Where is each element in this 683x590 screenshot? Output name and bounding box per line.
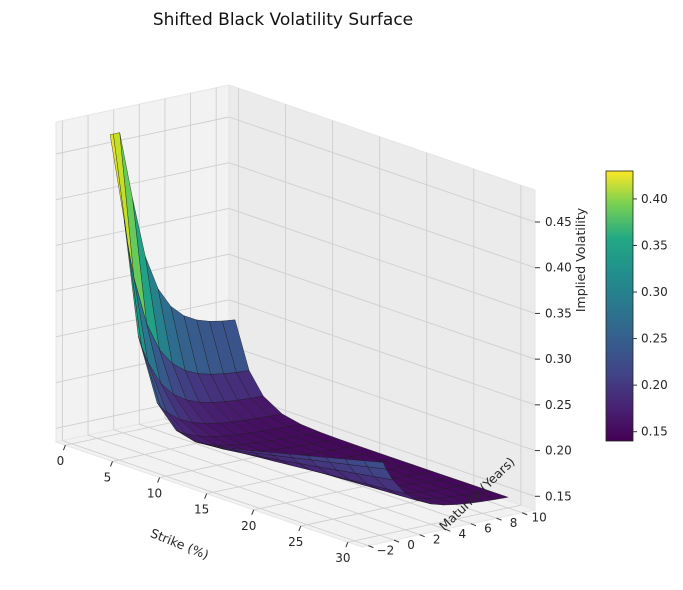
x-tick-mark (204, 493, 208, 499)
axis-ticks: 0 5 10 15 20 25 30 −2 0 2 4 6 8 10 0.15 0.20 0.25 0.30 0.3… (57, 215, 572, 565)
colorbar-tick-label: 0.15 (641, 425, 668, 439)
grid-z-back (228, 299, 536, 406)
x-tick-mark (110, 461, 113, 467)
y-tick-mark (445, 528, 451, 532)
grid-y-floor (62, 440, 369, 547)
z-tick-label: 0.30 (545, 352, 572, 366)
colorbar-tick-label: 0.30 (641, 285, 668, 299)
x-tick-mark (62, 445, 66, 451)
colorbar: 0.15 0.20 0.25 0.30 0.35 0.40 (605, 170, 668, 442)
y-tick-label: 2 (433, 533, 441, 547)
grid-z-left (55, 162, 230, 201)
y-tick-label: −2 (377, 544, 395, 558)
colorbar-tick-label: 0.35 (641, 238, 668, 252)
grid-y-floor (139, 423, 446, 530)
grid-y-floor (113, 429, 420, 536)
x-tick-label: 15 (194, 503, 209, 517)
z-tick-label: 0.15 (545, 489, 572, 503)
x-tick-mark (345, 541, 349, 548)
grid-z-back (228, 390, 536, 497)
grid-z-left (55, 116, 230, 155)
grid-x-floor (347, 504, 521, 543)
x-axis-label: Strike (%) (148, 525, 211, 562)
colorbar-ticks: 0.15 0.20 0.25 0.30 0.35 0.40 (633, 192, 668, 439)
grid-z-back (228, 162, 536, 269)
y-tick-mark (368, 545, 374, 549)
x-tick-mark (157, 477, 161, 483)
surface (109, 132, 509, 506)
y-tick-label: 8 (510, 516, 518, 530)
z-tick-label: 0.40 (545, 261, 572, 275)
z-tick-label: 0.25 (545, 398, 572, 412)
y-tick-mark (470, 523, 477, 527)
grid-z-left (55, 207, 230, 246)
colorbar-tick-label: 0.20 (641, 378, 668, 392)
surface-patch (363, 460, 387, 470)
grid-z-back (228, 253, 536, 360)
y-tick-label: 6 (484, 522, 492, 536)
y-tick-label: 10 (532, 511, 547, 525)
grid-z-back (228, 208, 536, 314)
y-tick-mark (496, 517, 502, 521)
colorbar-tick-label: 0.40 (641, 192, 668, 206)
axis-panes (54, 84, 537, 548)
y-tick-label: 4 (458, 527, 466, 541)
y-tick-mark (521, 512, 528, 516)
z-axis-label: Implied Volatility (573, 207, 588, 312)
grid-lines (55, 87, 536, 547)
grid-z-back (228, 116, 536, 223)
x-tick-label: 10 (147, 487, 162, 501)
y-tick-mark (393, 539, 400, 543)
z-tick-label: 0.45 (545, 215, 572, 229)
colorbar-tick-label: 0.25 (641, 332, 668, 346)
x-tick-label: 25 (288, 535, 303, 549)
x-tick-label: 20 (241, 519, 256, 533)
grid-y-floor (87, 434, 395, 541)
x-tick-mark (251, 509, 255, 516)
y-tick-mark (419, 534, 425, 538)
x-tick-label: 30 (335, 551, 350, 565)
colorbar-gradient (605, 170, 634, 442)
grid-z-back (228, 345, 536, 451)
z-tick-label: 0.35 (545, 306, 572, 320)
x-tick-label: 0 (57, 454, 65, 468)
chart-title: Shifted Black Volatility Surface (153, 10, 413, 30)
z-tick-label: 0.20 (545, 444, 572, 458)
x-tick-label: 5 (104, 470, 112, 484)
y-tick-label: 0 (407, 538, 415, 552)
x-tick-mark (298, 525, 302, 532)
